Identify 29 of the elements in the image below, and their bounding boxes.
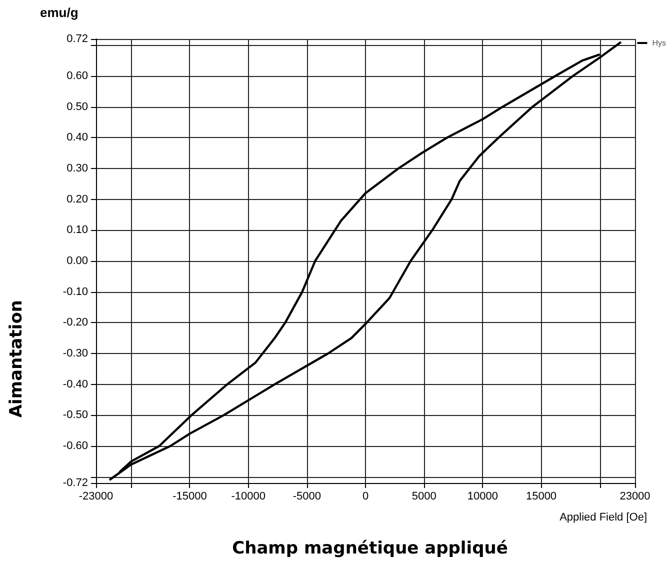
- legend-label: Hys: [652, 38, 666, 48]
- y-tick-label: 0.10: [66, 224, 88, 236]
- x-tick-label: -15000: [172, 490, 207, 502]
- y-tick-label: 0.20: [66, 193, 88, 206]
- x-tick-label: 5000: [412, 490, 436, 502]
- y-tick-label: 0.50: [66, 100, 88, 113]
- x-tick-label: -10000: [231, 490, 266, 502]
- x-axis-title: Champ magnétique appliqué: [232, 538, 508, 558]
- text: emu/g: [40, 5, 78, 20]
- y-tick-label: -0.30: [62, 348, 88, 360]
- y-tick-label: 0.72: [66, 33, 88, 45]
- y-tick-label: 0.30: [66, 162, 88, 174]
- y-tick-label: -0.40: [62, 378, 88, 390]
- y-axis-title: Aimantation: [6, 300, 26, 418]
- text: Applied Field [Oe]: [560, 512, 647, 524]
- y-tick-label: -0.60: [62, 440, 88, 452]
- y-tick-label: -0.72: [62, 477, 88, 489]
- y-tick-label: 0.40: [66, 132, 88, 144]
- x-tick-label: 15000: [526, 490, 557, 502]
- x-tick-label: 10000: [467, 490, 498, 502]
- x-tick-label: -23000: [78, 490, 114, 502]
- y-tick-label: -0.20: [62, 316, 88, 329]
- x-tick-label: 23000: [620, 490, 650, 502]
- y-tick-label: -0.10: [62, 286, 88, 298]
- y-tick-label: 0.00: [66, 255, 88, 267]
- y-tick-label: 0.60: [66, 70, 88, 82]
- y-tick-label: -0.50: [62, 409, 88, 422]
- x-tick-label: 0: [362, 490, 369, 502]
- x-tick-label: -5000: [292, 490, 321, 502]
